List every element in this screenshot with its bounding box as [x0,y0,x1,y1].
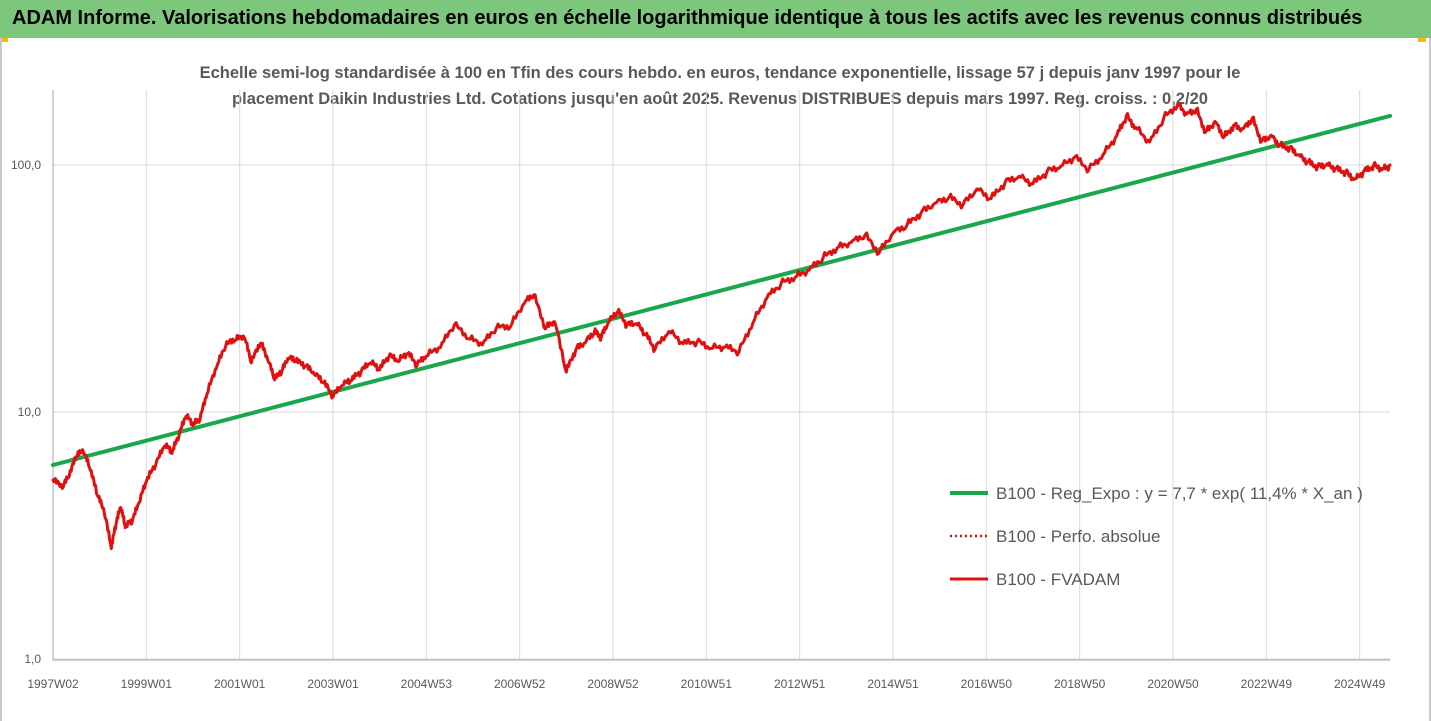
x-tick-label: 2001W01 [214,677,266,691]
series-layer [51,101,1392,551]
x-tick-label: 2008W52 [587,677,639,691]
x-tick-label: 1997W02 [27,677,79,691]
y-tick-label: 100,0 [11,158,41,172]
x-tick-label: 2012W51 [774,677,826,691]
corner-marker-right [1418,38,1426,42]
y-tick-label: 1,0 [24,652,41,666]
x-tick-label: 2004W53 [401,677,453,691]
y-tick-label: 10,0 [18,405,42,419]
x-tick-label: 2024W49 [1334,677,1386,691]
x-tick-label: 2018W50 [1054,677,1106,691]
x-tick-label: 2003W01 [307,677,359,691]
x-tick-label: 2010W51 [681,677,733,691]
report-header-bar: ADAM Informe. Valorisations hebdomadaire… [0,0,1431,38]
chart-frame [0,38,1431,721]
x-tick-label: 2016W50 [961,677,1013,691]
chart-title-line-1: Echelle semi-log standardisée à 100 en T… [199,64,1241,82]
legend: B100 - Reg_Expo : y = 7,7 * exp( 11,4% *… [950,484,1363,589]
grid-layer [52,90,1390,660]
x-tick-label: 2022W49 [1241,677,1293,691]
trend-line [51,113,1392,467]
x-tick-label: 2014W51 [867,677,919,691]
corner-marker-left [0,38,8,42]
fvadam-line [51,101,1392,551]
report-title: ADAM Informe. Valorisations hebdomadaire… [12,7,1363,29]
x-tick-label: 1999W01 [121,677,173,691]
chart-title-line-2: placement Daikin Industries Ltd. Cotatio… [232,90,1208,108]
axis-layer: 1997W02 1999W01 2001W01 2003W01 2004W53 2006W… [11,90,1390,691]
x-tick-label: 2006W52 [494,677,546,691]
legend-label: B100 - Reg_Expo : y = 7,7 * exp( 11,4% *… [996,484,1363,503]
legend-label: B100 - FVADAM [996,570,1120,589]
x-tick-label: 2020W50 [1147,677,1199,691]
legend-label: B100 - Perfo. absolue [996,527,1160,546]
